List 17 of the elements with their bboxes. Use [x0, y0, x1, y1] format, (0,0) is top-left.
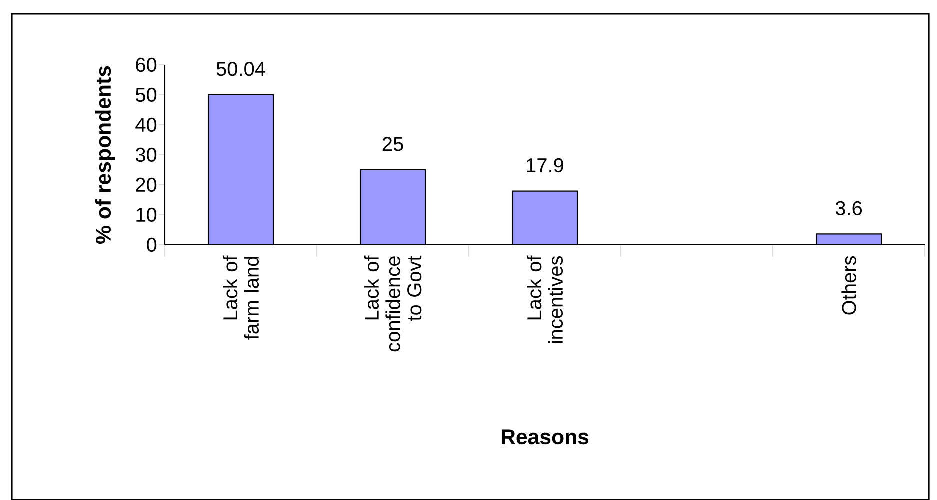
y-tick-label: 30 — [136, 148, 157, 162]
y-tick-label: 50 — [136, 88, 157, 102]
y-axis-title: % of respondents — [95, 66, 116, 244]
y-tick-label: 0 — [147, 238, 157, 252]
y-tick-label: 10 — [136, 208, 157, 222]
data-label: 3.6 — [836, 201, 862, 216]
x-axis-title: Reasons — [502, 430, 589, 445]
x-tick-label: Lack of incentives — [527, 256, 564, 344]
data-label: 50.04 — [216, 62, 266, 76]
data-label: 17.9 — [527, 158, 564, 173]
y-tick-label: 60 — [136, 58, 157, 72]
data-label: 25 — [382, 137, 404, 152]
x-tick-label: Others — [842, 256, 856, 315]
y-tick-label: 40 — [136, 118, 157, 132]
x-tick-label: Lack of confidence to Govt — [364, 256, 422, 352]
x-tick-label: Lack of farm land — [222, 256, 260, 340]
y-tick-label: 20 — [136, 178, 157, 192]
